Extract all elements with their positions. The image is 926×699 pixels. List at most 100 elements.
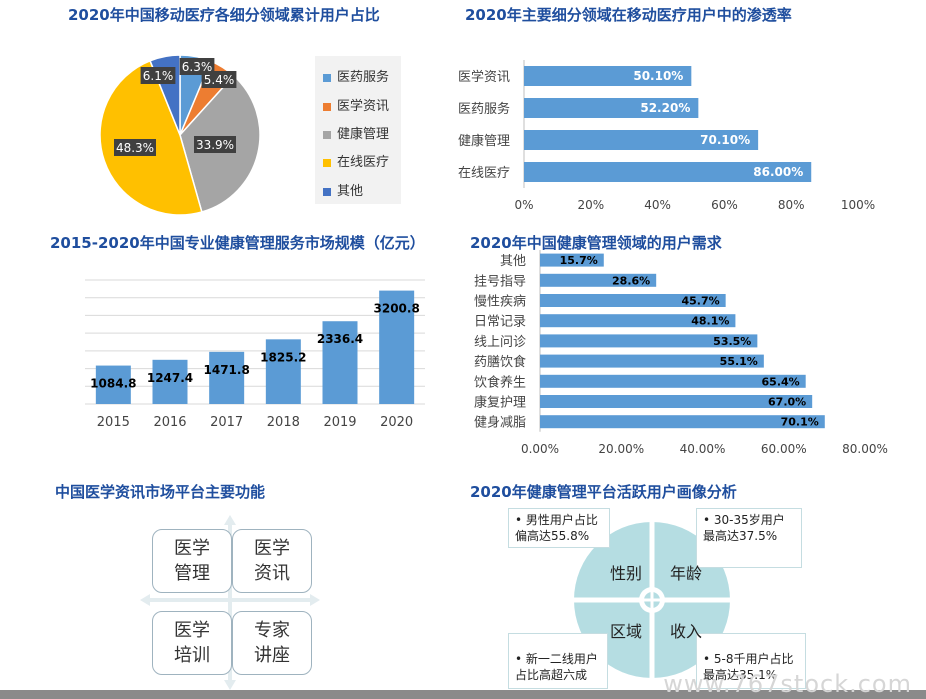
quadrant-income: 收入 [670,622,703,641]
data-label: 55.1% [720,355,758,368]
legend-item: 医药服务 [323,66,389,85]
data-label: 53.5% [713,335,751,348]
callout-line: • 30-35岁用户 [703,513,785,527]
function-box-line: 医学 [254,538,290,559]
market-chart-title: 2015-2020年中国专业健康管理服务市场规模（亿元） [50,234,425,252]
category-label: 饮食养生 [474,374,526,390]
function-box-medical-news: 医学 资讯 [232,529,312,593]
bar [540,334,758,348]
bar [209,351,245,404]
callout-line: 最高达35.1% [703,668,778,682]
legend-swatch [323,130,331,139]
category-label: 医药服务 [458,101,510,117]
category-label: 日常记录 [474,315,526,330]
function-box-medical-management: 医学 管理 [152,529,232,593]
data-label: 28.6% [612,274,650,287]
category-label: 挂号指导 [474,274,526,289]
legend-label: 在线医疗 [337,155,390,170]
callout-age: • 30-35岁用户 最高达37.5% [696,508,802,568]
function-box-line: 医学 [174,620,210,641]
x-tick-label: 2016 [153,415,186,430]
portrait-diagram: • 男性用户占比 偏高达55.8% • 30-35岁用户 最高达37.5% • … [500,505,810,695]
bar [540,415,825,429]
category-label: 线上问诊 [474,335,526,350]
x-tick-label: 100% [841,198,875,212]
x-tick-label: 80% [778,198,805,212]
pie-data-label-bg [194,136,236,153]
x-tick-label: 20% [577,198,604,212]
legend-swatch [323,158,331,167]
function-box-line: 专家 [254,620,290,641]
data-label: 67.0% [768,396,806,409]
category-label: 慢性疾病 [474,294,526,310]
data-label: 65.4% [762,375,800,388]
callout-income: • 5-8千用户占比 最高达35.1% [696,633,806,689]
function-box-medical-training: 医学 培训 [152,611,232,675]
x-tick-label: 2015 [97,415,130,430]
data-label: 86.00% [753,165,803,179]
callout-line: 最高达37.5% [703,529,778,543]
x-tick-label: 40% [644,198,671,212]
function-box-line: 管理 [174,563,210,584]
market-chart: 1084.8 2015 1247.4 2016 1471.8 2017 1825.2 2018… [85,279,425,430]
bar [540,273,657,287]
function-box-line: 资讯 [254,563,290,584]
bar [524,98,699,118]
x-tick-label: 60.00% [761,442,807,456]
data-label: 1825.2 [260,350,306,364]
data-label: 2336.4 [317,332,363,346]
bar [524,66,692,86]
category-label: 医学资讯 [458,69,510,85]
legend-swatch [323,187,331,196]
pie-chart-title: 2020年中国移动医疗各细分领域累计用户占比 [68,6,380,24]
function-box-line: 医学 [174,538,210,559]
quadrant-region: 区域 [610,622,643,641]
pie-data-label-bg [114,139,156,156]
function-box-line: 培训 [174,645,210,666]
bar [524,130,759,150]
data-label: 45.7% [681,295,719,308]
pie-chart: 6.3%5.4% 33.9% 48.3% 6.1% [99,54,261,216]
callout-line: 占比高超六成 [515,668,588,682]
category-label: 康复护理 [474,395,526,411]
callout-line: • 男性用户占比 [515,513,598,527]
portrait-circle [574,522,730,678]
bar [540,314,736,328]
portrait-title: 2020年健康管理平台活跃用户画像分析 [470,483,737,501]
data-label: 3200.8 [374,302,420,316]
bar [379,290,415,404]
x-tick-label: 2018 [267,415,300,430]
x-tick-label: 80.00% [842,442,888,456]
legend-label: 其他 [337,184,364,199]
category-label: 其他 [500,254,526,269]
callout-line: 偏高达55.8% [515,529,590,543]
bar [322,321,358,404]
category-label: 健身减脂 [474,415,526,431]
pie-data-label: 33.9% [196,138,234,152]
pie-data-label: 5.4% [204,73,235,87]
pie-data-label-bg [140,67,176,84]
pie-data-label: 6.1% [143,69,174,83]
bar [540,395,813,408]
function-box-expert-lecture: 专家 讲座 [232,611,312,675]
function-box-line: 讲座 [254,645,290,666]
x-tick-label: 2017 [210,415,243,430]
bar [152,359,188,404]
bar [540,374,806,388]
bar [540,253,604,267]
callout-line: • 新一二线用户 [515,652,598,666]
legend-label: 医药服务 [337,70,390,85]
legend-swatch [323,102,331,111]
pie-data-label: 6.3% [182,60,213,74]
bar [265,339,301,404]
x-tick-label: 0% [514,198,533,212]
pie-data-label-bg [201,71,237,88]
data-label: 1247.4 [147,371,193,385]
x-tick-label: 60% [711,198,738,212]
x-tick-label: 2019 [323,415,356,430]
data-label: 1084.8 [90,377,136,391]
data-label: 1471.8 [204,363,250,377]
footer-bar [0,690,926,699]
bar [540,354,764,368]
callout-line: • 5-8千用户占比 [703,652,794,666]
